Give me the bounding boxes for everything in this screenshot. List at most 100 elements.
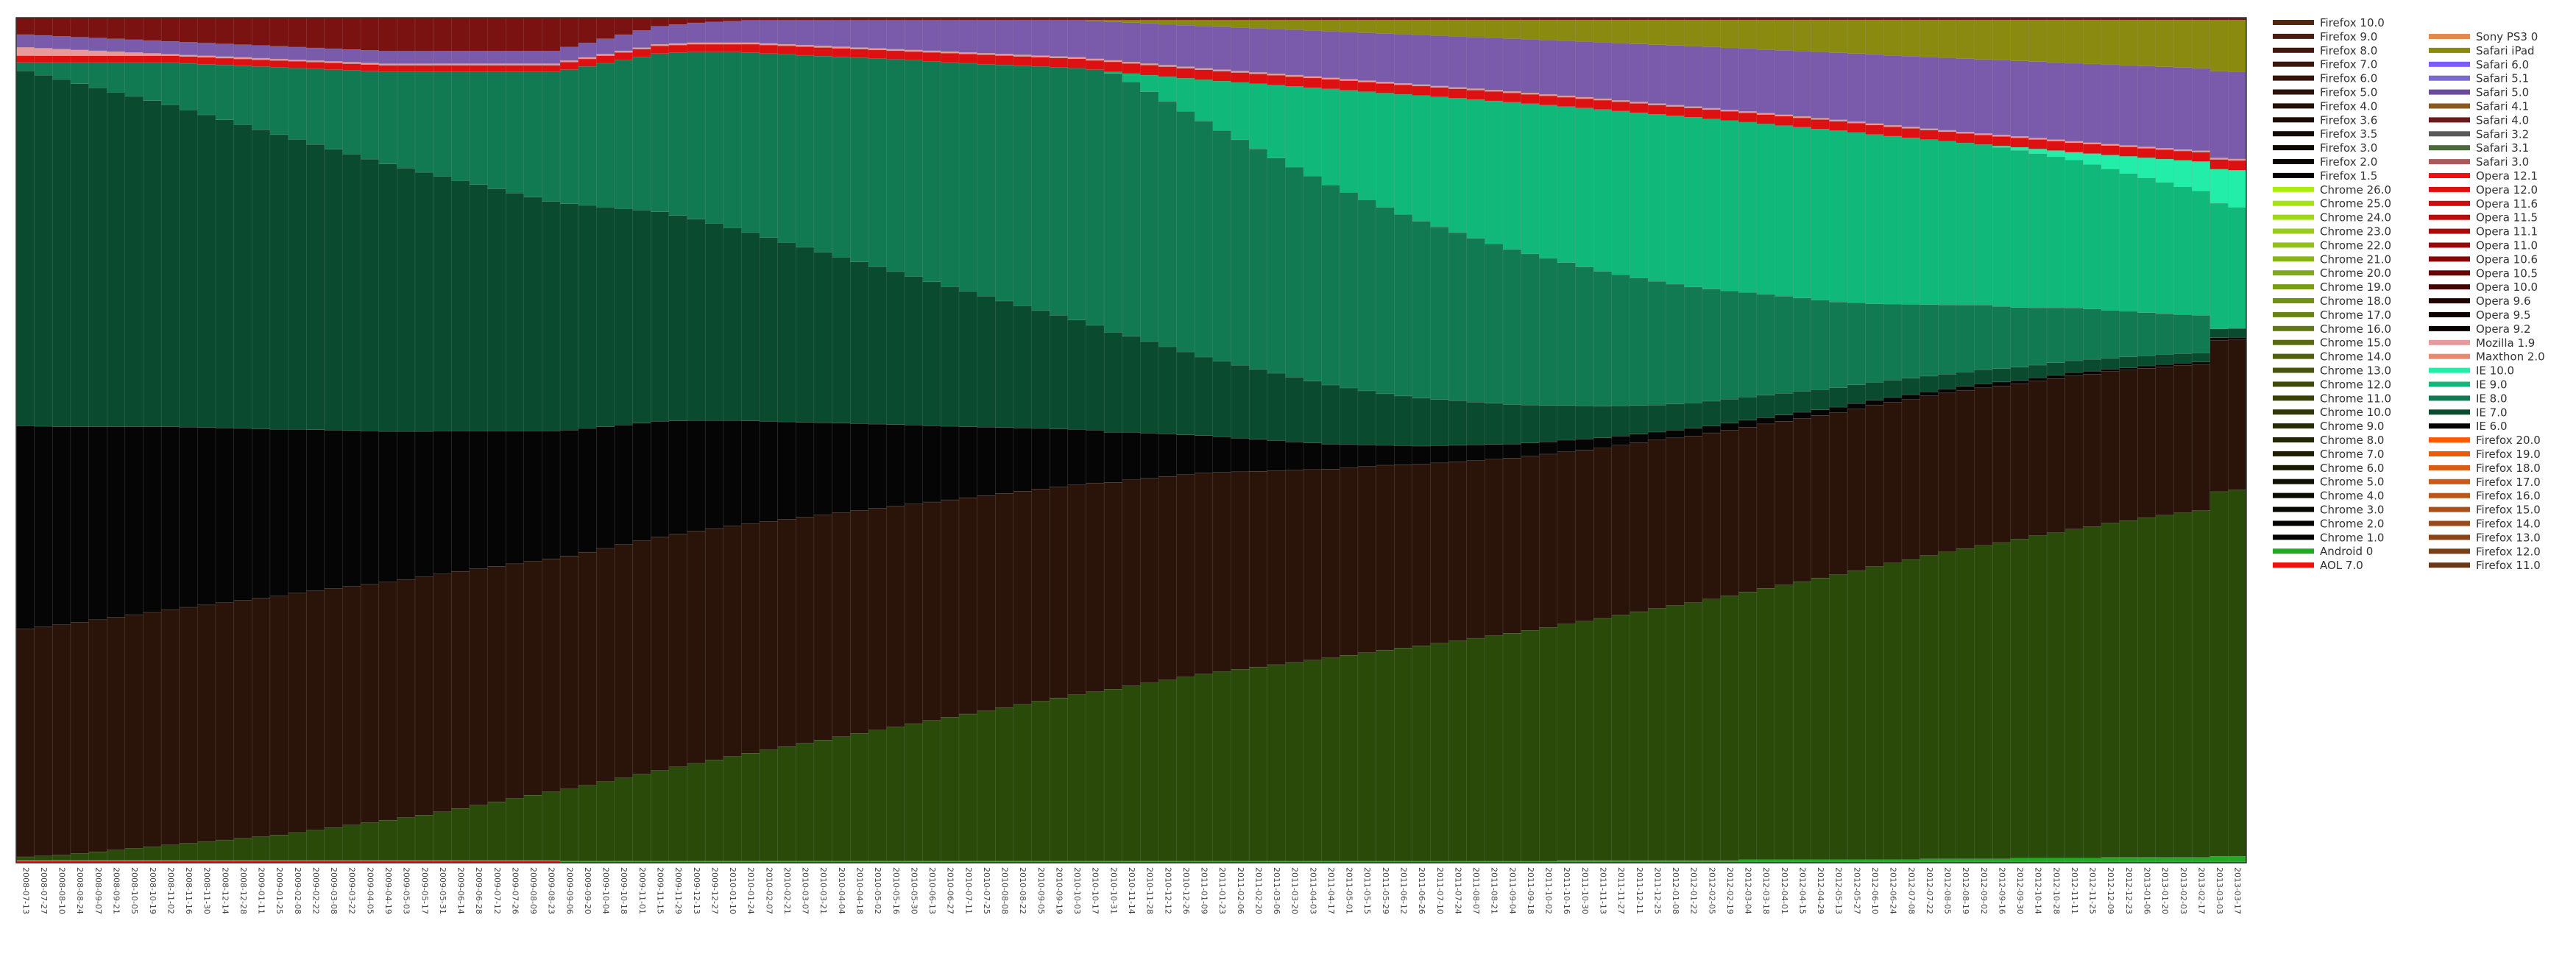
bar-segment-ie-9-0 bbox=[1140, 74, 1159, 92]
bar-segment-firefox-3-x-top-band- bbox=[324, 17, 343, 49]
legend-label: Firefox 12.0 bbox=[2476, 545, 2541, 558]
bar-segment-opera bbox=[1919, 130, 1939, 140]
legend-label: Chrome 6.0 bbox=[2320, 462, 2384, 475]
bar-segment-opera bbox=[2028, 139, 2048, 149]
bar-segment-ie-8-0 bbox=[904, 60, 924, 277]
bar-segment-firefox bbox=[614, 544, 634, 778]
bar-segment-opera bbox=[1013, 56, 1032, 66]
x-tick-label: 2011-08-07 bbox=[1471, 867, 1481, 914]
bar-segment-safari bbox=[1285, 29, 1304, 76]
legend-label: IE 9.0 bbox=[2476, 378, 2508, 392]
bar-segment-ie-6-0 bbox=[451, 431, 470, 572]
bar-segment-firefox bbox=[1195, 473, 1214, 674]
bar-segment-mozilla-1-9 bbox=[397, 63, 416, 66]
bar-segment-safari bbox=[1303, 30, 1323, 77]
bar-segment-ie-8-0 bbox=[1285, 166, 1304, 378]
bar-segment-ie-7-0 bbox=[1502, 404, 1522, 445]
x-tick-label: 2010-05-30 bbox=[909, 867, 919, 914]
legend-label: Chrome 25.0 bbox=[2320, 197, 2391, 211]
bar-segment-ie-9-0 bbox=[1684, 117, 1703, 288]
bar-segment-chrome bbox=[1502, 633, 1522, 862]
x-tick-label: 2008-12-28 bbox=[238, 867, 248, 914]
x-tick-label: 2012-04-15 bbox=[1797, 867, 1807, 914]
x-tick-label: 2010-07-11 bbox=[963, 867, 973, 914]
bar-segment-ie-9-0 bbox=[1122, 73, 1141, 82]
legend-label: Opera 9.2 bbox=[2476, 322, 2531, 336]
bar-segment-firefox bbox=[34, 626, 53, 856]
column-2013-03-03 bbox=[2209, 17, 2229, 864]
bar-segment-mozilla-1-9 bbox=[904, 49, 924, 52]
bar-segment-ie-9-0 bbox=[1865, 134, 1884, 304]
bar-segment-safari bbox=[977, 20, 996, 54]
column-2012-03-04 bbox=[1738, 17, 1758, 864]
column-2011-01-23 bbox=[1212, 17, 1231, 864]
bar-segment-ie-6-0 bbox=[197, 427, 216, 606]
x-tick-label: 2010-02-21 bbox=[782, 867, 792, 914]
bar-segment-opera bbox=[1684, 107, 1703, 118]
bar-segment-safari bbox=[34, 35, 53, 49]
x-tick-label: 2012-05-13 bbox=[1834, 867, 1844, 914]
bar-segment-ie-7-0 bbox=[1430, 399, 1449, 446]
column-2009-01-11 bbox=[252, 17, 271, 864]
bar-segment-firefox-3-x-top-band- bbox=[269, 17, 289, 47]
bar-segment-firefox bbox=[1956, 389, 1975, 549]
legend-label: Chrome 11.0 bbox=[2320, 392, 2391, 405]
column-2010-03-07 bbox=[796, 17, 815, 864]
bar-segment-ie-6-0 bbox=[1647, 431, 1667, 440]
bar-segment-mozilla-1-9 bbox=[1212, 69, 1231, 71]
x-tick-label: 2010-12-12 bbox=[1163, 867, 1172, 914]
x-tick-label: 2011-11-27 bbox=[1616, 867, 1626, 914]
bar-segment-opera bbox=[2228, 160, 2247, 171]
bar-segment-chrome bbox=[1575, 621, 1594, 861]
bar-segment-ie-8-0 bbox=[1811, 300, 1830, 390]
legend-label: IE 6.0 bbox=[2476, 420, 2508, 433]
bar-segment-mozilla-1-9 bbox=[868, 48, 887, 51]
bar-segment-chrome bbox=[651, 770, 670, 861]
bar-segment-chrome bbox=[1521, 630, 1540, 862]
bar-segment-ie-7-0 bbox=[578, 205, 597, 429]
bar-segment-android-0 bbox=[2173, 857, 2193, 863]
legend-label: Chrome 24.0 bbox=[2320, 211, 2391, 225]
legend-swatch bbox=[2429, 270, 2470, 276]
legend-swatch bbox=[2429, 103, 2470, 109]
bar-segment-ie-8-0 bbox=[1647, 280, 1667, 406]
bar-segment-firefox bbox=[1430, 462, 1449, 643]
bar-segment-ie-7-0 bbox=[2101, 358, 2120, 370]
bar-segment-mozilla-1-9 bbox=[2046, 139, 2066, 141]
bar-segment-firefox-3-x-top-band- bbox=[487, 17, 506, 52]
bar-segment-mozilla-1-9 bbox=[2064, 141, 2084, 144]
bar-segment-opera bbox=[2010, 138, 2029, 148]
legend-swatch bbox=[2429, 367, 2470, 373]
bar-segment-ie-6-0 bbox=[687, 420, 706, 532]
bar-segment-opera bbox=[88, 55, 107, 63]
x-tick-label: 2009-05-17 bbox=[420, 867, 429, 914]
bar-segment-firefox bbox=[1485, 459, 1504, 636]
bar-segment-opera bbox=[1357, 82, 1377, 92]
legend-swatch bbox=[2273, 103, 2314, 109]
x-tick-label: 2012-04-29 bbox=[1816, 867, 1825, 914]
bar-segment-ie-8-0 bbox=[1231, 139, 1250, 366]
x-tick-label: 2008-11-16 bbox=[184, 867, 194, 914]
bar-segment-opera bbox=[1901, 128, 1921, 138]
column-2011-10-16 bbox=[1557, 17, 1577, 864]
bar-segment-mozilla-1-9 bbox=[288, 59, 307, 62]
x-tick-label: 2010-11-28 bbox=[1145, 867, 1155, 914]
bar-segment-opera bbox=[1122, 63, 1141, 74]
bar-segment-ie-7-0 bbox=[1103, 332, 1123, 433]
x-tick-label: 2012-09-16 bbox=[1997, 867, 2006, 914]
bar-segment-ie-7-0 bbox=[1485, 403, 1504, 445]
column-2013-03-17 bbox=[2228, 17, 2247, 864]
bar-segment-ie-7-0 bbox=[759, 237, 779, 422]
bar-segment-opera bbox=[1938, 131, 1957, 141]
bar-segment-safari-ipad bbox=[1666, 19, 1685, 46]
bar-segment-mozilla-1-9 bbox=[1067, 57, 1086, 60]
x-tick-label: 2011-06-12 bbox=[1399, 867, 1409, 914]
bar-segment-chrome bbox=[886, 727, 905, 861]
column-2009-05-17 bbox=[414, 17, 434, 864]
bar-segment-chrome bbox=[1593, 618, 1613, 861]
bar-segment-ie-6-0 bbox=[796, 422, 815, 518]
bar-segment-chrome bbox=[1212, 671, 1231, 861]
bar-segment-ie-6-0 bbox=[1956, 386, 1975, 391]
bar-segment-safari bbox=[1702, 46, 1722, 109]
bar-segment-ie-7-0 bbox=[614, 208, 634, 425]
